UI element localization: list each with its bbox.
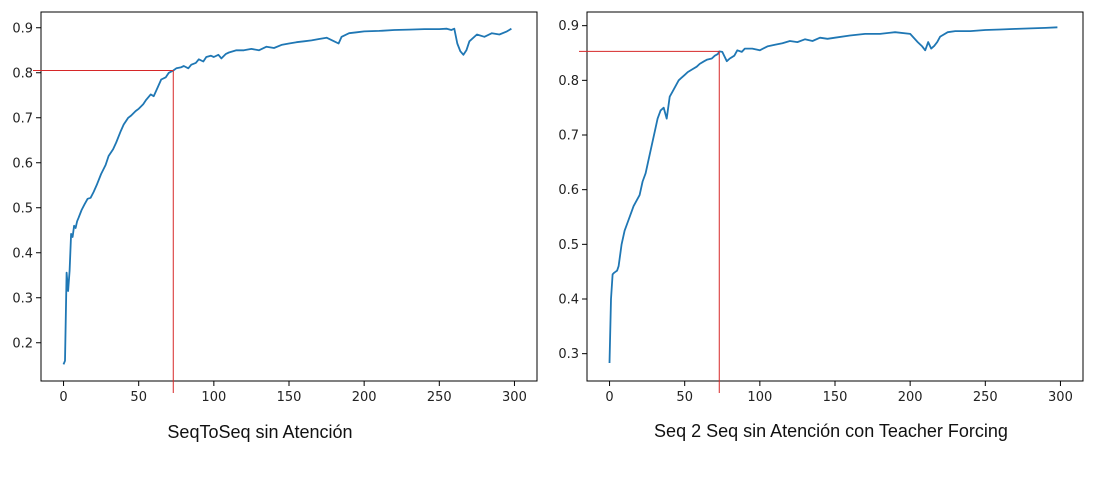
y-tick-label: 0.9	[12, 21, 33, 36]
x-tick-label: 250	[973, 390, 998, 405]
series-line	[608, 26, 1058, 364]
y-tick-label: 0.7	[12, 111, 33, 126]
y-tick-label: 0.3	[558, 347, 579, 362]
axes-frame	[40, 11, 538, 382]
y-tick-label: 0.2	[12, 336, 33, 351]
x-tick-label: 0	[59, 390, 67, 405]
y-tick-label: 0.9	[558, 19, 579, 34]
x-tick-label: 150	[823, 390, 848, 405]
chart-caption: Seq 2 Seq sin Atención con Teacher Forci…	[654, 421, 1008, 441]
axes-frame	[586, 11, 1084, 382]
x-tick-label: 100	[747, 390, 772, 405]
y-tick-label: 0.6	[12, 156, 33, 171]
y-tick-label: 0.8	[558, 74, 579, 89]
series-line	[62, 27, 512, 365]
y-tick-label: 0.4	[558, 293, 579, 308]
x-tick-label: 150	[277, 390, 302, 405]
x-tick-label: 250	[427, 390, 452, 405]
chart-panel-right: 0 50 100 150 200 250 300 0.3 0.4 0.5 0.6 0.7 0.8 0.9 S…	[558, 11, 1084, 441]
chart-panel-left: 0 50 100 150 200 250 300 0.2 0.3 0.4 0.5 0.6 0.7 0.8 0…	[12, 11, 538, 442]
y-tick-label: 0.3	[12, 291, 33, 306]
x-tick-label: 50	[676, 390, 693, 405]
y-tick-label: 0.7	[558, 129, 579, 144]
x-tick-label: 0	[605, 390, 613, 405]
y-tick-label: 0.4	[12, 246, 33, 261]
chart-caption: SeqToSeq sin Atención	[167, 422, 352, 442]
y-tick-label: 0.5	[558, 238, 579, 253]
x-tick-label: 300	[1048, 390, 1073, 405]
y-tick-label: 0.8	[12, 66, 33, 81]
y-tick-label: 0.5	[12, 201, 33, 216]
x-tick-label: 200	[352, 390, 377, 405]
x-tick-label: 300	[502, 390, 527, 405]
x-tick-label: 200	[898, 390, 923, 405]
x-tick-label: 100	[201, 390, 226, 405]
x-tick-label: 50	[130, 390, 147, 405]
y-tick-label: 0.6	[558, 183, 579, 198]
